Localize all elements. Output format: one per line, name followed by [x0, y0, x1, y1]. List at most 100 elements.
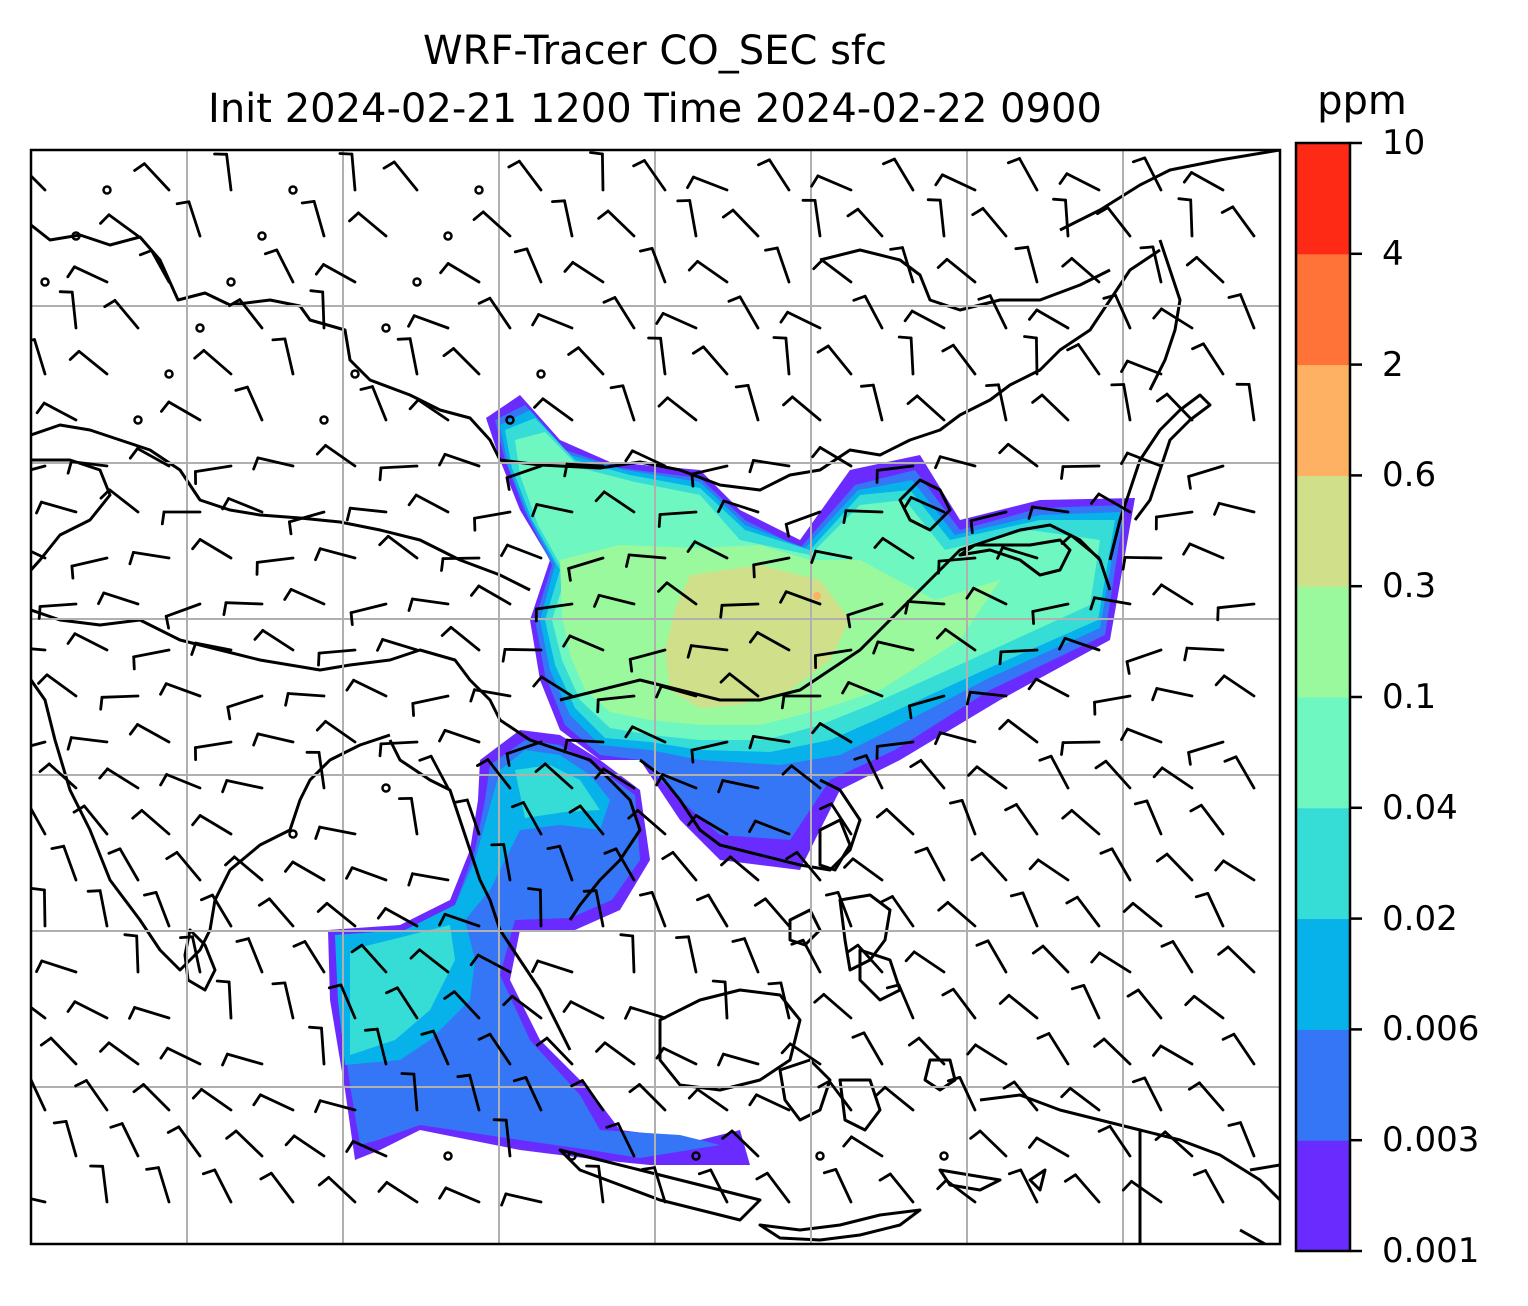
wind-barb-flag [505, 476, 511, 491]
wind-barb-flag [66, 736, 73, 751]
wind-barb-shaft [729, 855, 760, 882]
wind-barb-flag [1096, 206, 1110, 216]
wind-barb-shaft [452, 990, 481, 1020]
wind-barb-flag [1155, 392, 1169, 403]
wind-barb-shaft [851, 857, 884, 882]
wind-barb-shaft [578, 804, 605, 836]
wind-barb-flag [657, 581, 669, 593]
calm-wind-circle [412, 277, 422, 287]
wind-barb-shaft [211, 893, 233, 928]
wind-barb-flag [1183, 646, 1189, 662]
wind-barb-flag [846, 613, 852, 629]
wind-barb-shaft [790, 764, 822, 790]
calm-wind-circle [536, 369, 546, 379]
wind-barb-flag [721, 208, 735, 219]
wind-barb-shaft [488, 296, 512, 330]
wind-barb-shaft [441, 556, 481, 560]
wind-barb-shaft [318, 825, 357, 836]
wind-barb-shaft [830, 802, 853, 836]
wind-barb-shaft [187, 200, 202, 238]
calm-wind-circle [350, 369, 360, 379]
wind-barb-shaft [1145, 799, 1163, 836]
wind-barb-shaft [709, 1168, 729, 1204]
wind-barb-shaft [77, 349, 109, 376]
wind-barb-flag [546, 844, 562, 850]
wind-barb-shaft [245, 385, 264, 422]
wind-barb-shaft [320, 1026, 326, 1066]
wind-barb-shaft [1160, 766, 1194, 790]
wind-barb-shaft [360, 943, 388, 974]
wind-barb-shaft [662, 1046, 698, 1066]
wind-barb-shaft [925, 846, 946, 882]
wind-barb-shaft [473, 510, 512, 520]
wind-barb-flag [1058, 636, 1067, 651]
wind-barb-shaft [912, 950, 946, 974]
wind-barb-flag [819, 802, 833, 811]
wind-barb-shaft [692, 175, 729, 192]
wind-barb-shaft [541, 397, 574, 422]
wind-barb-flag [1185, 255, 1199, 267]
wind-barb-shaft [444, 1186, 481, 1204]
wind-barb-shaft [522, 801, 543, 836]
wind-barb-shaft [1063, 636, 1101, 652]
wind-barb-flag [68, 349, 81, 361]
wind-barb-shaft [1097, 492, 1132, 514]
wind-barb-flag [935, 628, 947, 640]
wind-barb-shaft [972, 586, 1008, 606]
wind-barb-shaft [175, 851, 202, 882]
wind-barb-shaft [614, 847, 636, 882]
wind-barb-flag [1066, 343, 1080, 352]
wind-barb-shaft [1234, 755, 1256, 790]
wind-barb-flag [159, 1046, 170, 1060]
wind-barb-shaft [881, 537, 915, 560]
wind-barb-flag [348, 211, 360, 223]
colorbar-segment [1296, 1140, 1350, 1252]
wind-barb-flag [567, 346, 580, 356]
wind-barb-shaft [136, 447, 171, 468]
wind-barb-shaft [743, 937, 760, 974]
wind-barb-shaft [31, 549, 47, 560]
wind-barb-flag [6, 543, 13, 553]
wind-barb-flag [1007, 1168, 1023, 1176]
wind-barb-flag [1223, 755, 1238, 763]
wind-barb-shaft [978, 1129, 1008, 1158]
colorbar-tick-label: 0.04 [1382, 787, 1458, 828]
wind-barb-flag [568, 804, 582, 814]
wind-barb-flag [971, 206, 985, 217]
wind-barb-shaft [728, 672, 760, 698]
wind-barb-shaft [944, 628, 977, 652]
colorbar [1294, 141, 1362, 1253]
wind-barb-shaft [283, 981, 295, 1020]
wind-barb-flag [909, 759, 923, 769]
wind-barb-flag [10, 751, 12, 763]
wind-barb-flag [359, 385, 374, 391]
wind-barb-shaft [31, 805, 47, 836]
wind-barb-flag [292, 940, 307, 948]
wind-barb-flag [717, 1052, 725, 1067]
wind-barb-shaft [814, 549, 853, 560]
wind-barb-shaft [746, 383, 760, 422]
contour-0.02 [515, 765, 600, 818]
calm-wind-circle [288, 185, 298, 195]
wind-barb-shaft [40, 500, 78, 514]
wind-barb-flag [1194, 892, 1210, 899]
wind-barb-shaft [113, 298, 140, 330]
wind-barb-flag [376, 638, 385, 652]
wind-barb-shaft [38, 602, 78, 608]
wind-barb-flag [965, 586, 975, 600]
wind-barb-shaft [256, 456, 295, 468]
wind-barb-shaft [569, 1000, 605, 1020]
wind-barb-flag [505, 752, 511, 767]
wind-barb-shaft [856, 943, 884, 974]
wind-barb-flag [1028, 858, 1040, 871]
wind-barb-flag [418, 754, 433, 762]
wind-barb-shaft [696, 1088, 729, 1112]
wind-barb-flag [846, 943, 860, 954]
wind-barb-shaft [381, 638, 419, 652]
map-panel [6, 150, 1280, 1244]
wind-barb-shaft [666, 396, 698, 422]
wind-barb-shaft [1165, 392, 1194, 422]
calm-wind-circle [319, 415, 329, 425]
wind-barb-flag [655, 311, 665, 325]
wind-barb-shaft [707, 893, 729, 928]
